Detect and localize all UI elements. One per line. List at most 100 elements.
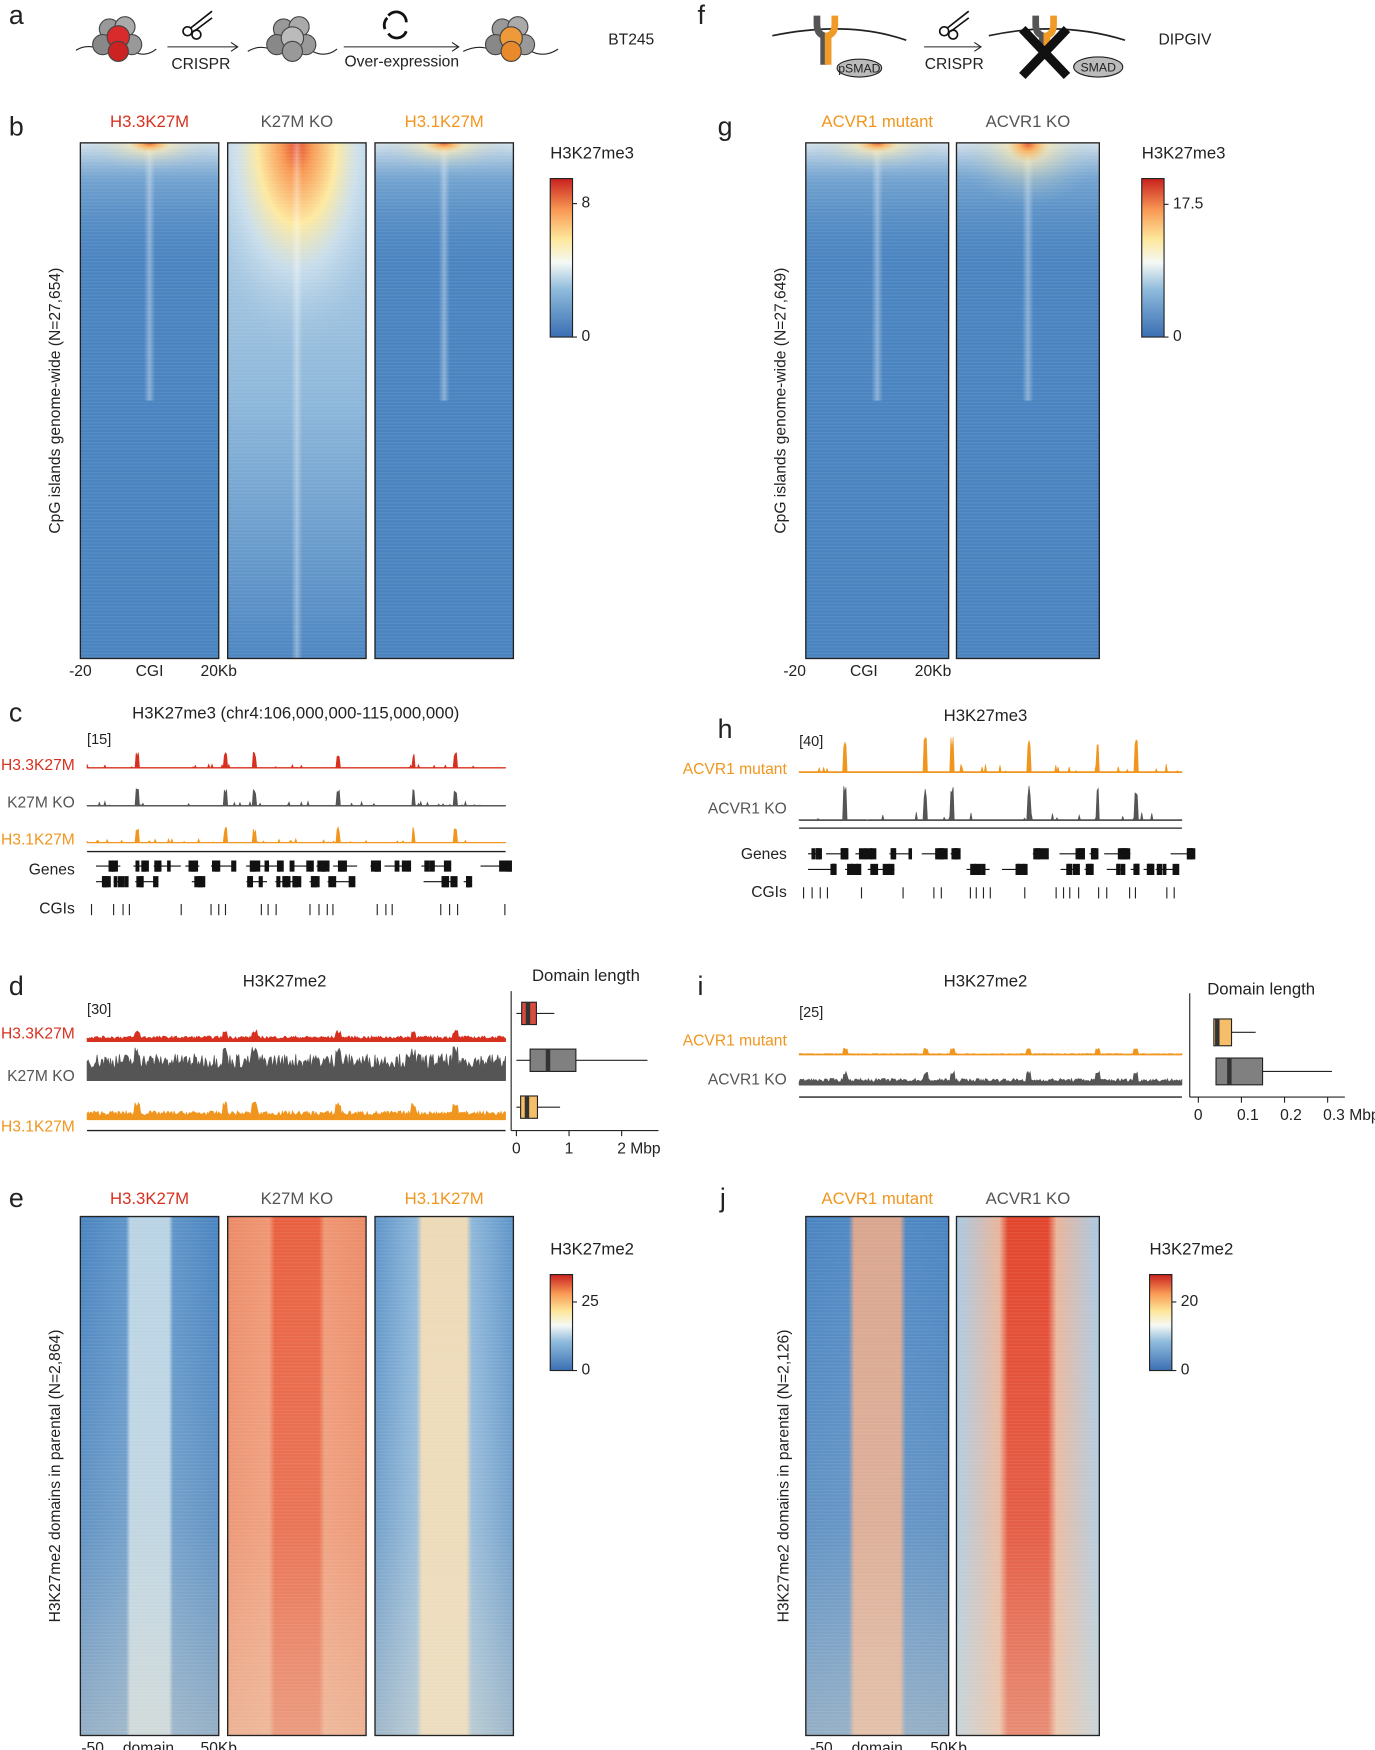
schematic-icons [75,10,1126,79]
icon-label: SMAD [1080,60,1116,74]
exon [249,860,255,872]
x-tick-label: 0 [512,1141,521,1158]
x-tick-label: -20 [69,663,92,680]
heatmap [227,142,367,660]
heatmap-rows [227,1216,367,1736]
exon [306,860,312,872]
exon [888,863,895,875]
exon [314,876,320,888]
exon [191,860,199,872]
exon [908,848,913,860]
heatmap [374,142,515,660]
exon [153,876,159,888]
colorbar-title: H3K27me2 [550,1239,634,1258]
exon [1066,863,1072,875]
exon [499,860,506,872]
exon [850,863,859,875]
colorbar-tick-label: 8 [581,195,590,212]
step-label: Over-expression [345,54,460,71]
annotation-label: CGIs [39,901,75,918]
exon [328,876,333,888]
x-tick-label: 0 [1194,1107,1203,1124]
panel-label: a [9,0,24,30]
panel-label: f [698,0,706,30]
exon [970,863,977,875]
exon [277,860,284,872]
exon [951,848,958,860]
heatmap-frame [374,1215,515,1737]
exon [309,860,314,872]
exon [289,860,295,872]
box [1215,1057,1264,1086]
y-axis-label: H3K27me2 domains in parental (N=2,864) [47,1330,64,1623]
heatmap-rows [375,1216,514,1736]
exon [198,876,203,888]
panel-label: g [718,111,733,141]
y-axis-label: H3K27me2 domains in parental (N=2,126) [776,1330,793,1623]
colorbar-tick-label: 20 [1181,1293,1199,1310]
nucleosome [266,16,317,62]
exon [856,863,862,875]
exon [1119,848,1128,860]
x-tick-label: domain [852,1740,903,1750]
colorbar-tick-label: 0 [1181,1362,1190,1379]
heatmap-rows [805,142,949,659]
cell-line: BT245 [608,31,654,48]
heatmap-rows [956,1216,1100,1736]
exon [1163,863,1167,875]
exon [394,860,400,872]
track-scale: [30] [87,1002,111,1018]
exon [869,848,877,860]
exon [294,876,302,888]
signal-track [86,788,506,807]
column-title: ACVR1 mutant [821,1189,933,1208]
panel-label: i [698,971,704,1001]
track-label: ACVR1 KO [708,1071,787,1088]
track-label: H3.1K27M [1,1118,75,1135]
exon [401,860,409,872]
exon [935,848,943,860]
heatmap-frame [79,142,220,660]
exon [110,860,116,872]
column-title: ACVR1 mutant [821,112,933,131]
membrane [988,28,1126,41]
signal-track [86,1101,506,1120]
heatmap-frame [79,1215,220,1737]
panel-label: b [9,111,24,141]
exon [847,863,853,875]
heatmap-rows [227,142,367,659]
exon [103,876,109,888]
membrane [772,28,907,41]
cell-line: DIPGIV [1158,31,1211,48]
x-tick-label: 20Kb [915,663,952,680]
exon [231,860,237,872]
exon [337,860,343,872]
arrowhead [974,41,983,52]
track-label: H3.1K27M [1,832,75,849]
exon [1172,863,1180,875]
signal-track [86,826,506,843]
heatmap [955,142,1100,660]
heatmap [374,1215,515,1737]
icon-label: pSMAD [838,61,880,75]
exon [858,848,867,860]
exon [342,860,347,872]
exon [1033,848,1041,860]
exon [258,876,263,888]
panel-label: e [9,1183,24,1213]
exon [154,860,160,872]
exon [443,860,452,872]
track-label: ACVR1 KO [708,800,787,817]
x-tick-label: 0.2 [1280,1107,1302,1124]
annotation-label: Genes [741,846,787,863]
signal-track [798,785,1183,821]
column-title: K27M KO [261,112,334,131]
exon [264,860,270,872]
track-label: H3.3K27M [1,757,75,774]
track-label: ACVR1 mutant [683,1032,788,1049]
track-label: K27M KO [7,795,75,812]
colorbar-tick-label: 17.5 [1173,195,1204,212]
heatmap [79,142,220,660]
panel-label: j [719,1183,726,1213]
x-tick-label: 50Kb [930,1740,967,1750]
